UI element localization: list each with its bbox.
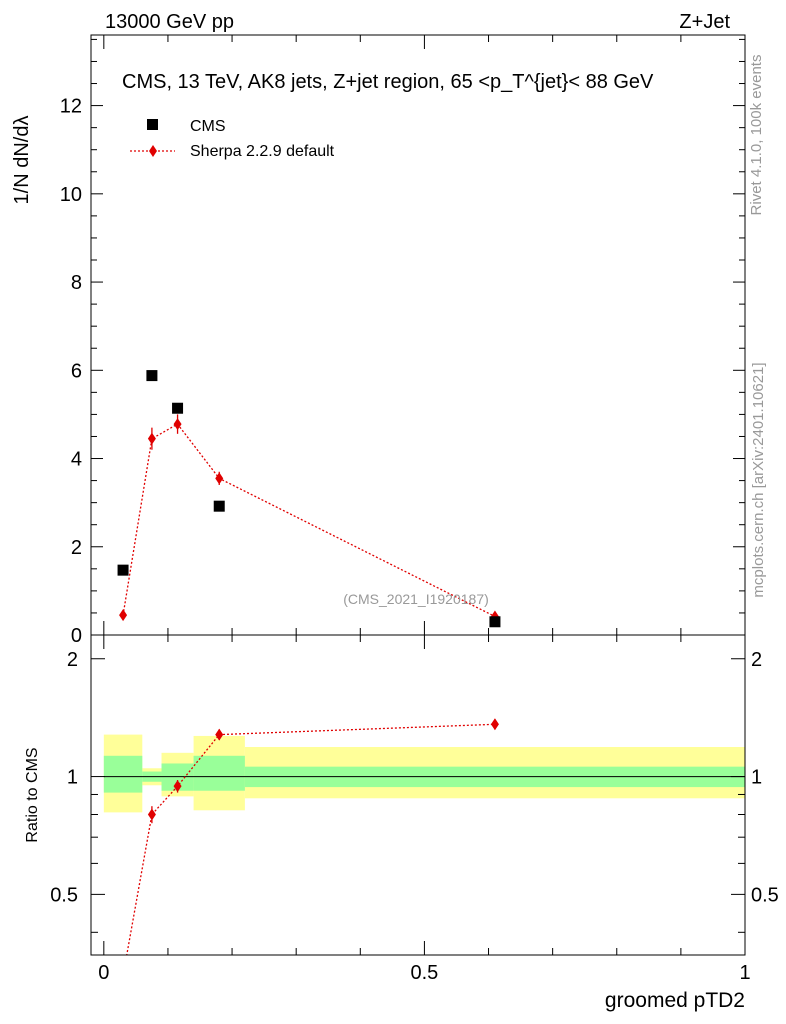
main-ytick-label: 2 xyxy=(71,537,82,559)
rivet-label: Rivet 4.1.0, 100k events xyxy=(748,55,765,216)
data-point xyxy=(213,500,225,512)
mc-point xyxy=(173,418,182,431)
ratio-ytick-label: 2 xyxy=(67,649,78,671)
ratio-xtick-label: 1 xyxy=(739,962,750,984)
legend-sherpa-label: Sherpa 2.2.9 default xyxy=(190,143,335,160)
header-left: 13000 GeV pp xyxy=(105,11,234,33)
main-watermark: (CMS_2021_I1920187) xyxy=(343,591,489,607)
main-ytick-label: 10 xyxy=(60,184,82,206)
ratio-mc-point xyxy=(490,718,499,731)
ratio-ylabel: Ratio to CMS xyxy=(24,747,41,842)
ratio-panel: 0.5 0.5 1 1 2 2 0 0.5 1 Ratio to CMS groomed pTD… xyxy=(24,634,779,1012)
main-ytick-label: 4 xyxy=(71,449,82,471)
main-panel: 0 2 4 6 8 10 12 CMS, 13 TeV, AK8 jets, Z+jet r… xyxy=(11,34,746,647)
ratio-ytick-label: 0.5 xyxy=(50,884,78,906)
data-point xyxy=(489,616,501,628)
ratio-mc-point xyxy=(173,780,182,793)
legend: CMS Sherpa 2.2.9 default xyxy=(130,118,335,160)
ratio-ytick-label-right: 2 xyxy=(751,649,762,671)
main-title: CMS, 13 TeV, AK8 jets, Z+jet region, 65 … xyxy=(122,71,654,93)
x-axis-label: groomed pTD2 xyxy=(605,989,745,1012)
main-ylabel: 1/N dN/dλ xyxy=(11,116,33,205)
ratio-band-inner xyxy=(103,755,143,793)
main-plot-area: 0 2 4 6 8 10 12 xyxy=(60,35,746,647)
mc-line xyxy=(122,423,496,618)
ratio-frame xyxy=(90,634,746,956)
mc-point xyxy=(119,609,128,622)
ratio-band-inner xyxy=(193,755,245,791)
ratio-ytick-label-right: 1 xyxy=(751,767,762,789)
ratio-ytick-label-right: 0.5 xyxy=(751,884,779,906)
ratio-xtick-label: 0 xyxy=(98,962,109,984)
ratio-ytick-label: 1 xyxy=(67,767,78,789)
ratio-plot-area: 0.5 0.5 1 1 2 2 0 0.5 1 xyxy=(50,635,779,984)
data-point xyxy=(146,370,158,382)
ratio-mc-point xyxy=(215,728,224,741)
legend-cms-label: CMS xyxy=(190,118,226,135)
mcplots-label: mcplots.cern.ch [arXiv:2401.10621] xyxy=(750,362,767,597)
ratio-xtick-label: 0.5 xyxy=(411,962,439,984)
data-point xyxy=(117,564,129,576)
main-ytick-label: 12 xyxy=(60,96,82,118)
data-point xyxy=(172,402,184,414)
mc-point xyxy=(147,432,156,445)
legend-cms-marker xyxy=(147,119,158,130)
main-ytick-label: 0 xyxy=(71,625,82,647)
ratio-mc-point xyxy=(147,808,156,821)
main-ytick-label: 8 xyxy=(71,272,82,294)
main-ytick-label: 6 xyxy=(71,360,82,382)
mc-point xyxy=(215,472,224,485)
header-right: Z+Jet xyxy=(679,11,730,33)
legend-sherpa-marker xyxy=(149,145,157,157)
